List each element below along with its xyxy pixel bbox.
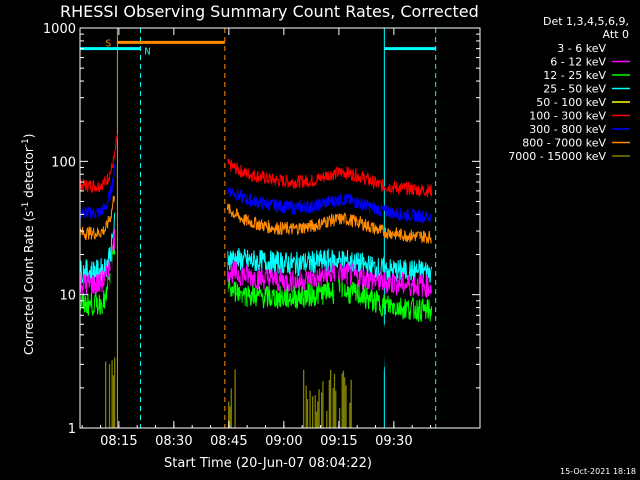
series-100to300kev	[79, 134, 433, 198]
olive-burst	[105, 357, 116, 428]
series-line	[226, 158, 433, 198]
series-6to12kev	[79, 228, 433, 298]
legend-item: 25 - 50 keV	[543, 83, 630, 96]
x-tick-label: 08:15	[100, 434, 137, 449]
series-line	[226, 203, 433, 245]
x-tick-label: 08:30	[155, 434, 192, 449]
series-line	[226, 187, 433, 224]
night-label: N	[145, 47, 151, 58]
legend-item: 300 - 800 keV	[529, 123, 630, 136]
olive-burst	[303, 369, 352, 428]
ylabel-sup2: -1	[21, 138, 31, 147]
series-line	[79, 253, 116, 370]
series-300to800kev	[79, 164, 433, 224]
ylabel-end: )	[22, 134, 36, 139]
series-line	[79, 228, 116, 296]
attenuator-label: Att 0	[603, 28, 629, 41]
legend-label: 7000 - 15000 keV	[508, 150, 606, 163]
x-tick-label: 09:00	[265, 434, 302, 449]
series-800to7000kev	[79, 195, 433, 245]
legend-label: 6 - 12 keV	[550, 56, 606, 69]
legend-item: 100 - 300 keV	[529, 110, 630, 123]
legend-label: 800 - 7000 keV	[522, 137, 606, 150]
legend-item: 12 - 25 keV	[543, 69, 630, 82]
legend-item: 7000 - 15000 keV	[508, 150, 630, 163]
x-axis-label: Start Time (20-Jun-07 08:04:22)	[164, 456, 372, 471]
series-line	[227, 247, 433, 284]
legend-item: 3 - 6 keV	[557, 42, 630, 55]
y-axis: 1 10 100 1000	[43, 22, 480, 437]
chart-title: RHESSI Observing Summary Count Rates, Co…	[60, 2, 479, 21]
series-3to6kev	[79, 253, 433, 376]
legend-label: 12 - 25 keV	[543, 69, 606, 82]
legend-item: 800 - 7000 keV	[522, 137, 630, 150]
legend-label: 50 - 100 keV	[536, 96, 606, 109]
legend-label: 25 - 50 keV	[543, 83, 606, 96]
series-line	[226, 260, 433, 298]
y-tick-label: 100	[51, 155, 76, 170]
y-axis-label: Corrected Count Rate (s-1 detector-1)	[21, 134, 36, 355]
legend-item: 50 - 100 keV	[536, 96, 630, 109]
ylabel-main: Corrected Count Rate (s	[22, 211, 36, 355]
x-tick-label: 09:30	[375, 434, 412, 449]
series-line	[79, 212, 116, 284]
x-tick-label: 09:15	[320, 434, 357, 449]
saa-label: S	[105, 38, 111, 49]
plot-area: SN	[79, 28, 437, 428]
x-tick-label: 08:45	[210, 434, 247, 449]
y-tick-label: 1000	[43, 22, 76, 37]
legend-label: 300 - 800 keV	[529, 123, 606, 136]
olive-burst	[228, 369, 236, 428]
series-line	[79, 164, 115, 220]
x-axis: 08:15 08:30 08:45 09:00 09:15 09:30	[81, 28, 432, 449]
legend-item: 6 - 12 keV	[550, 56, 630, 69]
ylabel-sup1: -1	[21, 202, 31, 211]
legend-label: 100 - 300 keV	[529, 110, 606, 123]
y-tick-label: 1	[68, 422, 76, 437]
legend-label: 3 - 6 keV	[557, 42, 606, 55]
ylabel-mid: detector	[22, 147, 36, 202]
series-line	[226, 278, 433, 323]
plot-frame	[79, 27, 481, 429]
series-line	[79, 134, 118, 194]
timestamp: 15-Oct-2021 18:18	[560, 467, 636, 476]
detectors-label: Det 1,3,4,5,6,9,	[543, 15, 629, 28]
series-25to50kev	[79, 212, 433, 284]
series-line	[226, 266, 433, 376]
series-line	[79, 195, 116, 241]
y-tick-label: 10	[59, 289, 76, 304]
